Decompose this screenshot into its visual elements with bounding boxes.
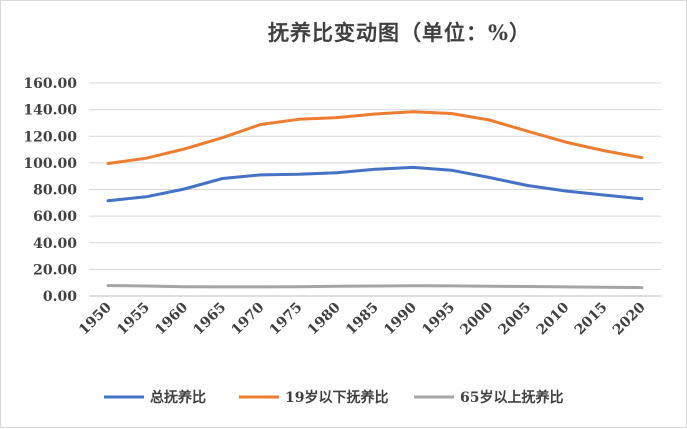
data-point xyxy=(526,129,529,133)
data-point xyxy=(411,166,415,169)
y-tick-label: 140.00 xyxy=(23,103,77,119)
data-point xyxy=(373,112,377,116)
data-point xyxy=(259,123,262,126)
data-point xyxy=(221,285,224,289)
data-point xyxy=(145,157,148,160)
data-point xyxy=(450,168,453,172)
data-point xyxy=(335,116,339,119)
y-tick-label: 120.00 xyxy=(23,129,77,145)
data-point xyxy=(526,184,529,187)
x-tick-label: 2020 xyxy=(610,299,649,338)
y-tick-label: 60.00 xyxy=(33,209,77,225)
data-point xyxy=(488,118,491,122)
data-point xyxy=(335,171,339,174)
legend-label-2: 19岁以下抚养比 xyxy=(285,389,388,406)
data-point xyxy=(106,284,110,287)
data-point xyxy=(450,284,453,288)
data-point xyxy=(145,284,148,288)
data-point xyxy=(259,173,262,177)
data-point xyxy=(450,112,453,115)
y-tick-label: 160.00 xyxy=(23,76,77,92)
series-line-1 xyxy=(106,165,644,203)
data-point xyxy=(221,177,224,180)
data-point xyxy=(297,285,300,288)
series-line-2 xyxy=(106,110,644,165)
data-point xyxy=(106,162,110,165)
x-tick-label: 2005 xyxy=(495,300,534,339)
data-point xyxy=(335,285,339,288)
x-tick-label: 1950 xyxy=(76,299,115,338)
data-point xyxy=(145,195,148,199)
data-point xyxy=(640,197,644,201)
data-point xyxy=(488,176,491,179)
data-point xyxy=(221,136,224,139)
data-point xyxy=(297,173,300,176)
x-tick-label: 1955 xyxy=(114,300,153,339)
x-tick-label: 1980 xyxy=(305,299,344,338)
x-tick-label: 1965 xyxy=(190,300,229,339)
data-point xyxy=(640,156,644,159)
data-point xyxy=(373,168,377,171)
chart-title: 抚养比变动图（单位：%） xyxy=(268,20,531,45)
x-tick-label: 2000 xyxy=(457,299,496,338)
data-point xyxy=(526,285,529,288)
data-point xyxy=(640,286,644,289)
x-tick-label: 1985 xyxy=(343,300,382,339)
data-point xyxy=(183,285,186,288)
data-point xyxy=(488,285,491,288)
x-tick-label: 2015 xyxy=(572,300,611,339)
data-point xyxy=(259,285,262,289)
data-point xyxy=(183,147,186,151)
x-tick-label: 2010 xyxy=(534,299,573,338)
x-tick-label: 1975 xyxy=(267,300,306,339)
data-point xyxy=(564,140,567,144)
data-point xyxy=(411,110,415,113)
y-tick-label: 80.00 xyxy=(33,183,77,199)
legend-label-3: 65岁以上抚养比 xyxy=(460,389,563,406)
data-point xyxy=(564,189,567,193)
data-point xyxy=(297,118,300,121)
x-tick-label: 1960 xyxy=(152,299,191,338)
data-point xyxy=(373,284,377,288)
data-point xyxy=(602,193,605,197)
data-point xyxy=(564,285,567,289)
x-tick-label: 1970 xyxy=(229,299,268,338)
y-tick-label: 0.00 xyxy=(43,289,77,305)
x-tick-label: 1995 xyxy=(419,300,458,339)
data-point xyxy=(602,149,605,152)
y-tick-label: 100.00 xyxy=(23,156,77,172)
legend-label-1: 总抚养比 xyxy=(150,389,206,406)
data-point xyxy=(602,286,605,289)
x-tick-label: 1990 xyxy=(381,299,420,338)
y-tick-label: 40.00 xyxy=(33,236,77,252)
y-tick-label: 20.00 xyxy=(33,262,77,278)
data-point xyxy=(411,284,415,287)
data-point xyxy=(106,199,110,202)
data-point xyxy=(183,187,186,191)
